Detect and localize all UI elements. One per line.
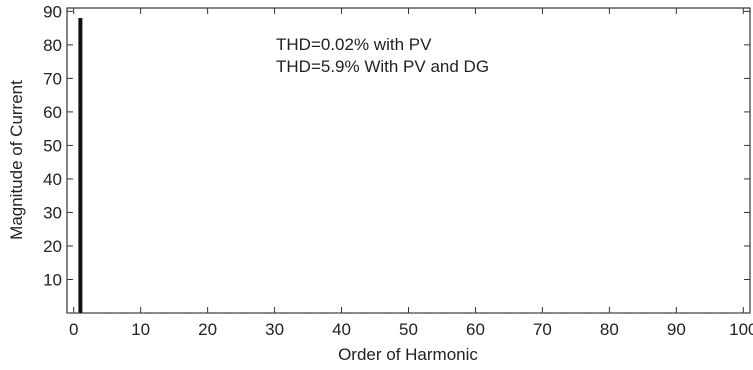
x-tick-label-50: 50 bbox=[399, 320, 418, 339]
x-tick-label-40: 40 bbox=[332, 320, 351, 339]
y-tick-label-20: 20 bbox=[43, 237, 62, 256]
axis-ticks: 0 10 20 30 40 50 60 70 80 90 100 10 20 30 40 50 60 70 80 90 bbox=[43, 2, 753, 339]
x-tick-label-100: 100 bbox=[729, 320, 753, 339]
x-tick-label-80: 80 bbox=[600, 320, 619, 339]
x-tick-label-30: 30 bbox=[265, 320, 284, 339]
bar-series bbox=[78, 18, 83, 314]
y-tick-label-90: 90 bbox=[43, 2, 62, 21]
y-tick-label-60: 60 bbox=[43, 103, 62, 122]
y-tick-label-30: 30 bbox=[43, 203, 62, 222]
annotation-group: THD=0.02% with PV THD=5.9% With PV and D… bbox=[276, 35, 489, 76]
x-tick-label-10: 10 bbox=[131, 320, 150, 339]
y-tick-label-80: 80 bbox=[43, 36, 62, 55]
y-tick-label-40: 40 bbox=[43, 170, 62, 189]
bar-harmonic-1 bbox=[78, 18, 83, 314]
y-tick-label-70: 70 bbox=[43, 69, 62, 88]
x-tick-label-70: 70 bbox=[533, 320, 552, 339]
x-tick-label-60: 60 bbox=[466, 320, 485, 339]
y-tick-label-10: 10 bbox=[43, 270, 62, 289]
x-tick-label-0: 0 bbox=[69, 320, 78, 339]
annotation-thd-pv: THD=0.02% with PV bbox=[276, 35, 432, 54]
x-tick-label-90: 90 bbox=[667, 320, 686, 339]
x-tick-label-20: 20 bbox=[198, 320, 217, 339]
x-axis-title: Order of Harmonic bbox=[338, 345, 478, 364]
annotation-thd-pv-dg: THD=5.9% With PV and DG bbox=[276, 57, 489, 76]
y-tick-label-50: 50 bbox=[43, 136, 62, 155]
y-axis-title: Magnitude of Current bbox=[7, 80, 26, 240]
